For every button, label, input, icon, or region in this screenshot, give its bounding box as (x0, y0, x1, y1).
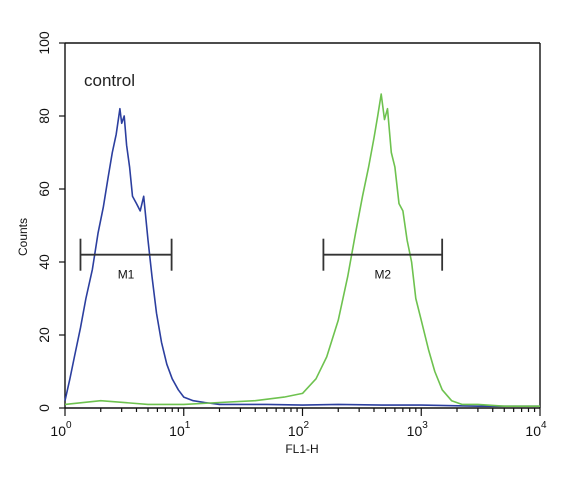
x-tick-base: 10 (407, 423, 423, 439)
x-tick-label: 104 (525, 420, 547, 439)
x-tick-base: 10 (50, 423, 66, 439)
y-axis-ticks: 0 20 40 60 80 100 (36, 31, 65, 412)
y-tick-label: 0 (36, 404, 52, 412)
x-tick-exponent: 2 (304, 420, 310, 431)
x-tick-exponent: 0 (66, 420, 72, 431)
y-axis-label: Counts (16, 218, 30, 256)
series-layer (64, 93, 540, 407)
control-annotation: control (84, 71, 135, 90)
x-tick-exponent: 4 (541, 420, 547, 431)
x-tick-exponent: 1 (185, 420, 191, 431)
y-tick-label: 80 (36, 108, 52, 124)
x-tick-exponent: 3 (422, 420, 428, 431)
x-tick-label: 101 (169, 420, 191, 439)
x-tick-label: 103 (407, 420, 429, 439)
histogram-series-2 (64, 93, 540, 407)
gate-label: M1 (118, 268, 135, 282)
y-tick-label: 60 (36, 181, 52, 197)
x-tick-label: 100 (50, 420, 72, 439)
gate-layer: M1 M2 (79, 238, 444, 282)
x-axis-ticks: 100 101 102 103 104 (50, 408, 547, 439)
x-axis-label: FL1-H (285, 442, 318, 456)
gate-label: M2 (374, 268, 391, 282)
y-tick-label: 40 (36, 254, 52, 270)
y-tick-label: 20 (36, 327, 52, 343)
x-tick-label: 102 (288, 420, 310, 439)
y-tick-label: 100 (36, 31, 52, 55)
histogram-series-1 (64, 107, 540, 407)
x-tick-base: 10 (288, 423, 304, 439)
plot-axes (64, 42, 541, 409)
x-tick-base: 10 (169, 423, 185, 439)
x-tick-base: 10 (525, 423, 541, 439)
